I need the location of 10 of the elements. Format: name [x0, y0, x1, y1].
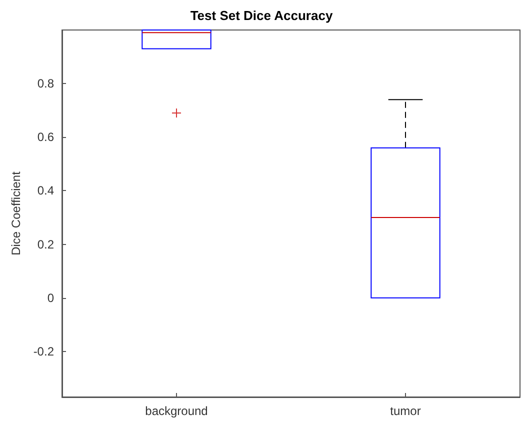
- chart-title: Test Set Dice Accuracy: [190, 8, 334, 23]
- y-tick-label: 0.4: [37, 184, 54, 198]
- y-tick-label: 0.6: [37, 130, 54, 144]
- x-tick-label: background: [145, 404, 208, 418]
- y-axis-title: Dice Coefficient: [9, 170, 23, 256]
- y-tick-label: 0.8: [37, 76, 54, 91]
- y-tick-label: 0.2: [37, 237, 54, 252]
- y-tick-label: 0: [47, 290, 54, 305]
- x-tick-label: tumor: [390, 404, 421, 418]
- y-tick-label: -0.2: [33, 344, 54, 358]
